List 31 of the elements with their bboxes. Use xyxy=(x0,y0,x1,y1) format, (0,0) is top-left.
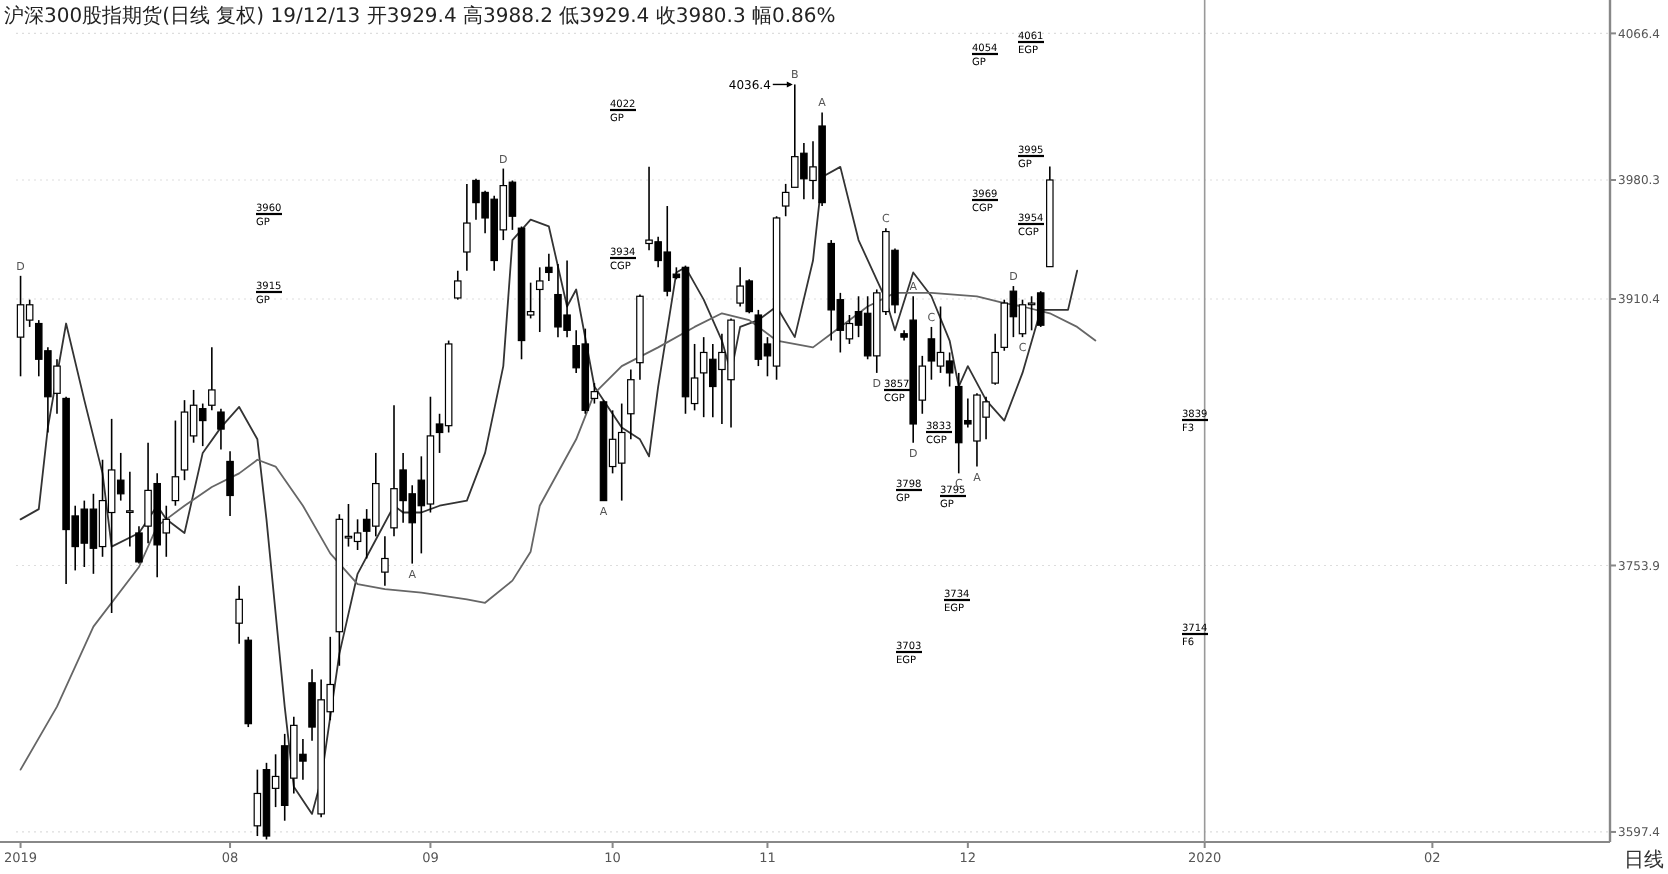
candlestick xyxy=(945,351,954,388)
candlestick xyxy=(126,470,134,548)
candlestick xyxy=(453,269,462,301)
candlestick xyxy=(381,535,389,587)
candlestick xyxy=(617,402,626,502)
candlestick xyxy=(98,458,107,558)
candlestick xyxy=(535,266,544,333)
candlestick xyxy=(253,768,262,837)
candlestick xyxy=(353,518,362,551)
candlestick xyxy=(171,419,180,507)
x-axis-title: 日线 xyxy=(1624,848,1664,872)
line-series xyxy=(19,165,1079,815)
candlestick xyxy=(991,332,999,386)
candlestick xyxy=(217,407,225,451)
candlestick xyxy=(226,450,234,517)
line-series xyxy=(19,291,1097,771)
candlestick xyxy=(927,326,936,381)
candlestick xyxy=(781,183,790,218)
candlestick xyxy=(627,368,635,441)
candlestick xyxy=(754,309,763,367)
candlestick xyxy=(1000,298,1009,352)
candlestick xyxy=(1036,290,1045,328)
candlestick xyxy=(463,183,471,272)
candlestick xyxy=(936,305,945,374)
candlestick xyxy=(135,525,143,565)
candlestick xyxy=(1018,298,1027,338)
candlestick xyxy=(545,252,553,282)
candlestick xyxy=(235,584,243,645)
candlestick xyxy=(198,402,207,447)
chart-title: 沪深300股指期货(日线 复权) 19/12/13 开3929.4 高3988.2 低3929.4 收3980.3 幅0.86% xyxy=(4,4,836,28)
candlestick xyxy=(208,346,216,412)
